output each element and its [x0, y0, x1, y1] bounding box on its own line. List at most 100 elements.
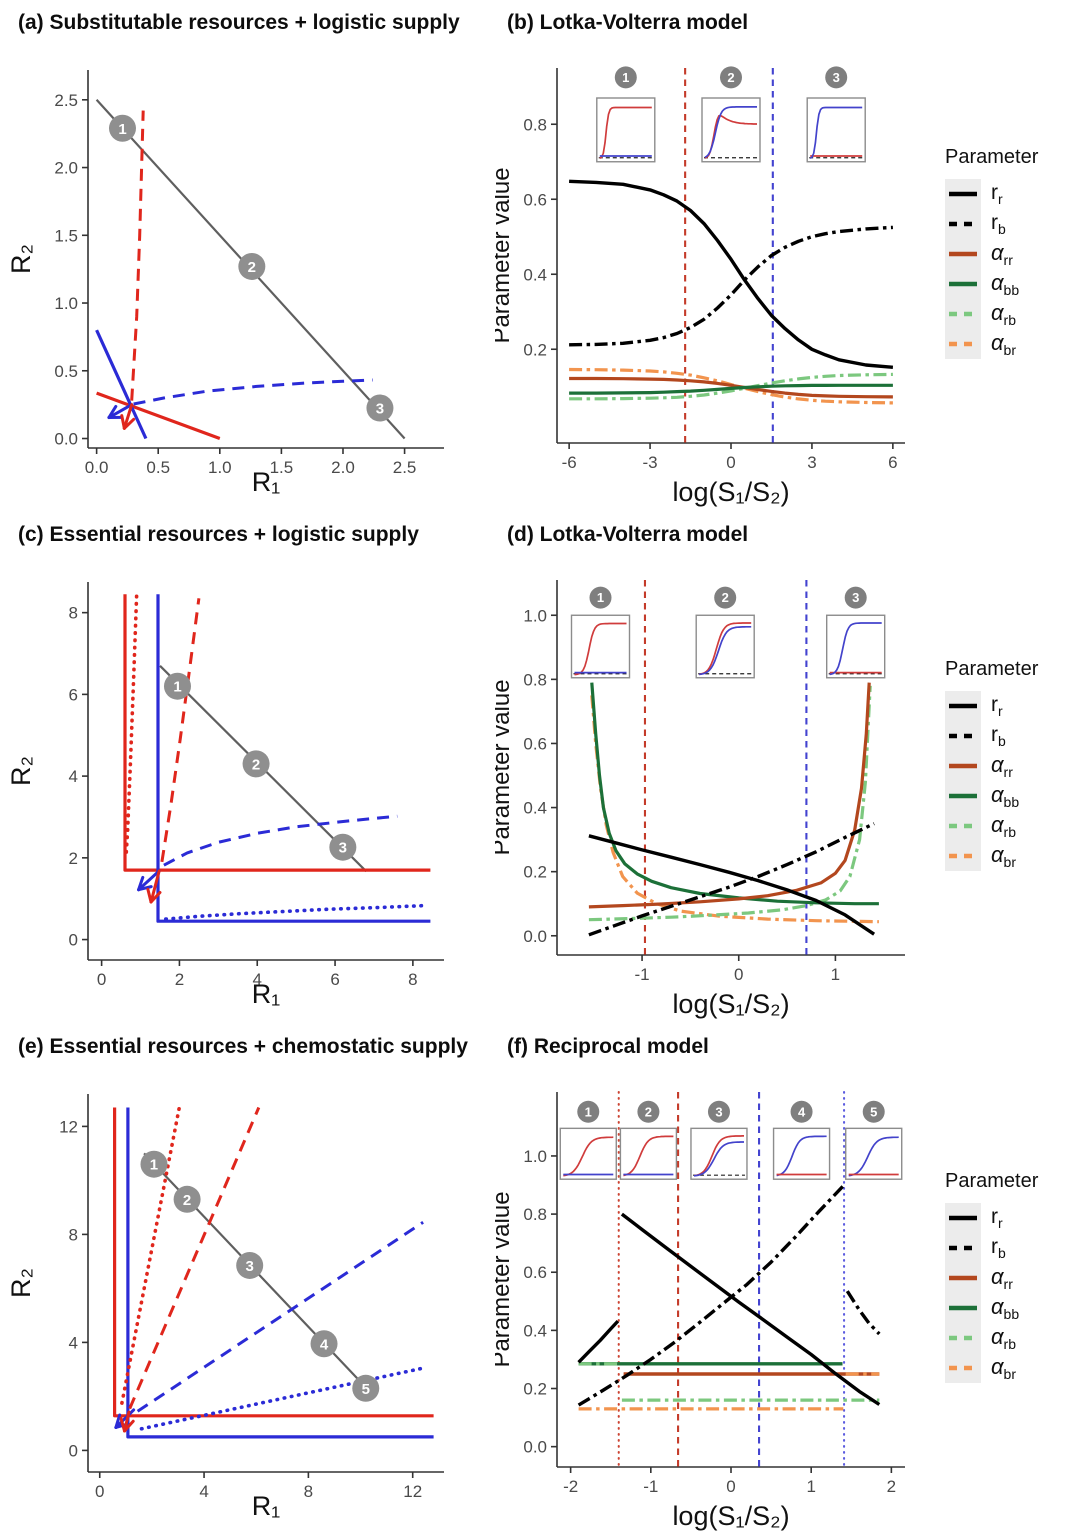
legend-label-sub: br: [1003, 854, 1016, 870]
inset-number-1: [577, 1100, 600, 1123]
state-marker-1: [140, 1150, 168, 1178]
x-tick-label: 1: [806, 1477, 815, 1496]
panel-d-plot: -1 0 1 0.0 0.2 0.4 0.6 0.8 1.0 log(S₁/S₂) Paramete…: [495, 580, 905, 1019]
legend-label-sub: bb: [1003, 794, 1020, 810]
legend-item-b: rb: [945, 1233, 1073, 1263]
red-arrow-head: [149, 891, 162, 904]
legend-key-bb-swatch: [945, 1293, 981, 1323]
legend-item-rb: αrb: [945, 1323, 1073, 1353]
legend-item-r: rr: [945, 179, 1073, 209]
legend-label-base: α: [991, 1324, 1004, 1349]
state-marker-1: [163, 672, 191, 700]
legend-key-line: [949, 311, 977, 317]
inset-curve-3-1: [693, 1141, 744, 1177]
inset-number-1: [589, 586, 612, 609]
red-arrow: [149, 869, 161, 904]
series-r-r: [620, 1212, 881, 1406]
y-tick-label: 0.4: [523, 1321, 547, 1340]
x-axis-label: log(S₁/S₂): [672, 1501, 789, 1531]
legend-key-rb-swatch: [945, 299, 981, 329]
x-tick-label: 2: [887, 1477, 896, 1496]
figure-row-1: (a) Substitutable resources + logistic s…: [0, 0, 1080, 512]
legend-label-sub: rb: [1003, 1336, 1016, 1352]
inset-box-5: [845, 1127, 903, 1180]
state-marker-label: 2: [252, 756, 260, 773]
inset-curve-1-0: [599, 106, 652, 160]
y-tick-label: 0.6: [523, 190, 547, 209]
legend-item-r: rr: [945, 691, 1073, 721]
inset-number-2: [714, 586, 737, 609]
x-tick-label: 0: [726, 453, 735, 472]
legend-items: rr rb αrr αbb αrb αbr: [945, 1203, 1073, 1383]
panel-f-plot: -2 -1 0 1 2 0.0 0.2 0.4 0.6 0.8 1.0 log(S₁/S₂) Param…: [495, 1090, 905, 1531]
panel-b: (b) Lotka-Volterra model -6 -3 0 3 6 0.2 0.4 0.…: [495, 0, 1080, 512]
legend-label-sub: rr: [1003, 252, 1013, 268]
x-tick-label: -3: [643, 453, 658, 472]
inset-curve-4-0: [776, 1135, 827, 1177]
legend-item-br: αbr: [945, 841, 1073, 871]
inset-number-label: 5: [870, 1104, 877, 1119]
legend-label-sub: b: [998, 221, 1006, 237]
legend-item-rb: αrb: [945, 811, 1073, 841]
legend-key-line: [949, 341, 977, 347]
legend-key-line: [949, 191, 977, 197]
red-zngi: [96, 391, 221, 441]
legend-label-sub: r: [998, 191, 1003, 207]
panel-a-plot: 0.0 0.5 1.0 1.5 2.0 2.5 0.0 0.5 1.0 1.5 2.0 2.5 R₁ R₂…: [6, 70, 444, 497]
series-alpha-rr: [588, 682, 871, 909]
panel-c-title: (c) Essential resources + logistic suppl…: [18, 523, 419, 546]
x-tick-label: 6: [330, 970, 339, 989]
x-tick-label: 8: [408, 970, 417, 989]
x-tick-label: -1: [635, 965, 650, 984]
red-arrow-head: [119, 1416, 127, 1433]
inset-number-3: [825, 66, 848, 89]
panel-c: (c) Essential resources + logistic suppl…: [0, 512, 535, 1024]
series-r-b: [569, 225, 893, 347]
state-marker-3: [366, 394, 394, 422]
panel-e-title: (e) Essential resources + chemostatic su…: [18, 1035, 468, 1058]
x-axis-label: log(S₁/S₂): [672, 477, 789, 507]
red-dotted-ray: [120, 1105, 182, 1405]
legend-key-br-swatch: [945, 329, 981, 359]
inset-number-label: 1: [622, 70, 629, 85]
legend-item-rr: αrr: [945, 751, 1073, 781]
inset-number-4: [790, 1100, 813, 1123]
panel-a-title: (a) Substitutable resources + logistic s…: [18, 11, 460, 34]
state-marker-label: 3: [376, 401, 384, 418]
inset-curve-5-0: [848, 1136, 899, 1177]
legend-key-rr-swatch: [945, 751, 981, 781]
blue-arrow-head: [114, 1413, 122, 1429]
legend-title: Parameter: [945, 658, 1039, 680]
y-tick-label: 4: [69, 767, 78, 786]
inset-curve-2-1: [704, 106, 757, 159]
legend-label-r: rr: [991, 181, 1003, 207]
legend-item-rr: αrr: [945, 1263, 1073, 1293]
legend-item-b: rb: [945, 721, 1073, 751]
legend-label-base: α: [991, 1264, 1004, 1289]
y-tick-label: 6: [69, 685, 78, 704]
red-arrow: [123, 1410, 131, 1433]
legend-label-base: α: [991, 330, 1004, 355]
legend-label-sub: rb: [1003, 312, 1016, 328]
legend-label-sub: bb: [1003, 282, 1020, 298]
state-marker-label: 3: [339, 840, 347, 857]
series-alpha-br: [590, 695, 879, 924]
legend-key-line: [949, 763, 977, 769]
parameter-legend: Parameter rr rb αrr αbb αrb αbr: [945, 658, 1073, 871]
legend-label-br: αbr: [991, 842, 1016, 870]
legend-label-base: r: [991, 1235, 998, 1258]
state-marker-2: [238, 252, 266, 280]
legend-key-line: [949, 221, 977, 227]
panel-b-plot: -6 -3 0 3 6 0.2 0.4 0.6 0.8 log(S₁/S₂) Parameter v…: [495, 66, 905, 507]
y-tick-label: 0.8: [523, 1205, 547, 1224]
inset-curve-3-1: [809, 106, 863, 160]
legend-label-base: r: [991, 211, 998, 234]
legend-key-br-swatch: [945, 1353, 981, 1383]
x-tick-label: 2.0: [331, 458, 355, 477]
inset-number-label: 2: [722, 590, 729, 605]
blue-zngi: [95, 329, 148, 440]
legend-label-rb: αrb: [991, 812, 1016, 840]
blue-arrow-head: [137, 885, 153, 892]
